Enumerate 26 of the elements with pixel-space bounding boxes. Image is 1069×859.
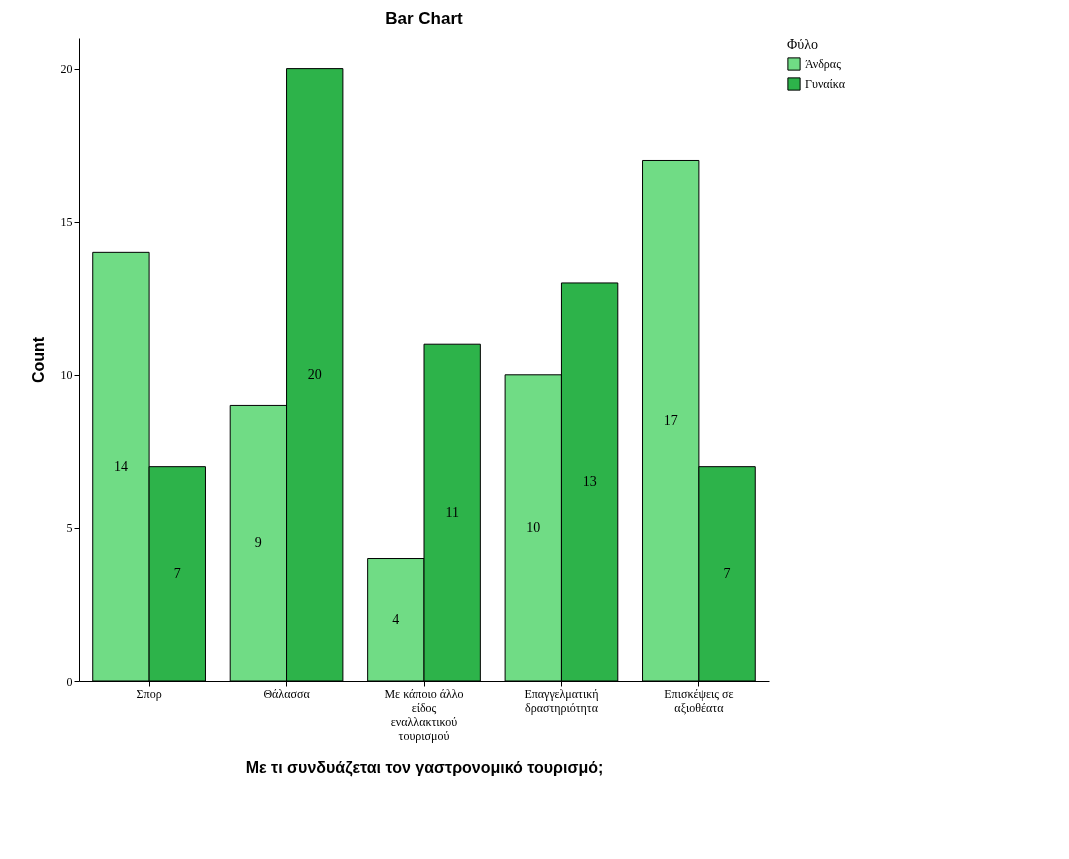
x-tick-label: Σπορ — [136, 686, 162, 701]
x-tick-label: Θάλασσα — [263, 686, 311, 701]
data-label: 4 — [392, 611, 400, 627]
legend-label: Γυναίκα — [805, 77, 846, 91]
x-axis-title: Με τι συνδυάζεται τον γαστρονομικό τουρισμό; — [245, 758, 604, 777]
data-label: 20 — [307, 366, 322, 382]
data-label: 7 — [723, 565, 731, 581]
x-tick-label: Επαγγελματική δραστηριότητα — [524, 686, 599, 715]
y-axis-title: Count — [29, 336, 47, 384]
x-tick-label: Με κάποιο άλλο είδος εναλλακτικού τουρισμού — [384, 686, 464, 743]
legend-title: Φύλο — [787, 37, 818, 52]
y-tick-label: 5 — [66, 521, 73, 536]
legend-label: Άνδρας — [805, 57, 842, 71]
data-label: 11 — [445, 504, 459, 520]
data-label: 17 — [663, 412, 678, 428]
y-tick-label: 10 — [60, 368, 73, 383]
data-label: 10 — [526, 519, 541, 535]
y-tick-label: 0 — [66, 674, 73, 689]
y-tick-label: 15 — [60, 215, 73, 230]
chart-title: Bar Chart — [385, 9, 464, 28]
data-label: 14 — [113, 458, 128, 474]
data-label: 13 — [582, 473, 597, 489]
data-label: 9 — [254, 535, 262, 551]
x-tick-label: Επισκέψεις σε αξιοθέατα — [664, 686, 734, 715]
y-tick-label: 20 — [60, 62, 73, 77]
data-label: 7 — [173, 565, 181, 581]
